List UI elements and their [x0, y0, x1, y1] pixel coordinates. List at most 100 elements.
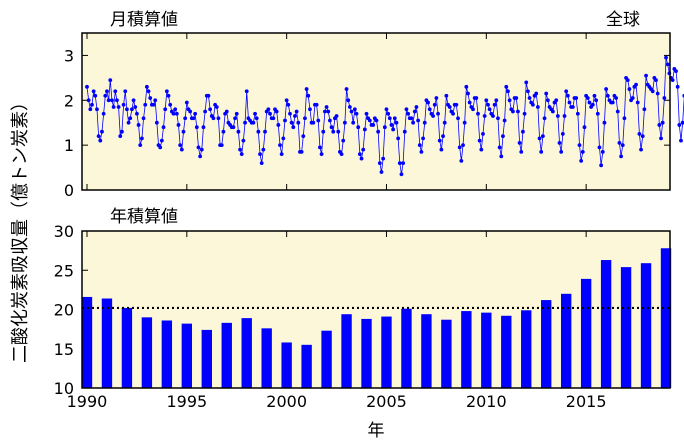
annual-bar-2015: [580, 278, 592, 388]
monthly-point-214: [441, 134, 445, 139]
monthly-point-247: [496, 116, 500, 121]
monthly-point-66: [194, 125, 199, 130]
monthly-point-78: [214, 105, 219, 109]
monthly-point-344: [657, 123, 662, 127]
monthly-point-282: [554, 98, 559, 103]
monthly-point-265: [526, 89, 530, 94]
monthly-point-156: [344, 87, 349, 91]
monthly-point-202: [421, 136, 425, 141]
monthly-point-121: [286, 102, 291, 107]
annual-bar-2007: [421, 314, 432, 388]
monthly-point-206: [427, 107, 432, 112]
monthly-point-89: [233, 116, 237, 121]
annual-bar-2006: [401, 308, 412, 388]
monthly-point-165: [359, 156, 364, 161]
monthly-point-228: [464, 84, 469, 89]
monthly-point-45: [159, 138, 164, 143]
monthly-point-175: [376, 129, 381, 134]
monthly-point-234: [474, 96, 479, 100]
monthly-point-163: [356, 125, 361, 130]
monthly-point-52: [171, 111, 176, 116]
monthly-point-118: [281, 136, 286, 141]
monthly-point-53: [173, 107, 178, 112]
monthly-point-224: [457, 145, 462, 150]
monthly-point-166: [361, 147, 366, 152]
monthly-point-333: [639, 147, 643, 152]
annual-y-tick-label-10: 10: [54, 379, 74, 398]
monthly-point-20: [118, 134, 123, 139]
monthly-point-148: [331, 129, 336, 134]
monthly-point-68: [198, 154, 203, 159]
annual-bar-1993: [141, 317, 153, 388]
monthly-point-123: [289, 120, 294, 125]
monthly-point-37: [146, 89, 151, 94]
monthly-point-42: [154, 120, 159, 125]
monthly-point-26: [128, 116, 133, 121]
shared-y-axis-label: 二酸化炭素吸収量（億トン炭素）: [10, 93, 31, 363]
monthly-point-345: [659, 136, 663, 141]
monthly-point-65: [193, 111, 198, 116]
monthly-point-254: [507, 98, 512, 103]
monthly-point-116: [278, 143, 282, 148]
monthly-point-132: [304, 87, 309, 91]
monthly-point-212: [437, 138, 442, 143]
annual-bar-2011: [501, 315, 512, 388]
monthly-x-ticks: [86, 33, 587, 190]
monthly-point-220: [451, 111, 455, 116]
monthly-point-58: [181, 129, 186, 134]
monthly-point-218: [447, 105, 452, 109]
monthly-point-30: [135, 111, 139, 116]
monthly-point-56: [178, 143, 183, 148]
monthly-point-96: [244, 89, 249, 94]
monthly-point-237: [479, 147, 484, 152]
annual-bar-2008: [441, 319, 452, 388]
monthly-point-35: [143, 102, 148, 107]
monthly-point-11: [103, 93, 108, 98]
monthly-y-tick-label-1: 1: [64, 136, 74, 155]
monthly-point-179: [382, 125, 387, 130]
monthly-point-28: [131, 98, 136, 103]
monthly-point-245: [492, 102, 497, 107]
monthly-point-6: [95, 107, 99, 112]
x-tick-label-1990: 1990: [67, 392, 108, 411]
monthly-point-147: [329, 125, 334, 130]
monthly-point-1: [86, 98, 91, 103]
monthly-point-241: [486, 102, 490, 107]
monthly-point-103: [256, 129, 261, 134]
monthly-point-274: [540, 134, 545, 139]
monthly-point-176: [377, 161, 382, 165]
monthly-point-286: [560, 132, 565, 136]
monthly-point-299: [582, 125, 587, 130]
monthly-point-261: [519, 149, 524, 154]
monthly-point-67: [196, 145, 201, 150]
monthly-point-122: [288, 111, 292, 116]
monthly-point-4: [91, 89, 96, 94]
monthly-point-127: [296, 120, 301, 125]
monthly-point-2: [88, 107, 93, 112]
monthly-point-276: [544, 91, 549, 96]
monthly-point-139: [316, 118, 321, 123]
monthly-point-79: [216, 116, 221, 121]
monthly-point-203: [422, 120, 427, 125]
monthly-point-73: [206, 93, 211, 98]
monthly-point-192: [404, 107, 409, 112]
monthly-panel: 0 1 2 3 月積算値 全球: [64, 10, 684, 200]
monthly-point-236: [477, 138, 482, 143]
shared-x-axis-label: 年: [368, 421, 385, 441]
monthly-point-280: [550, 109, 555, 114]
monthly-point-138: [314, 102, 319, 107]
monthly-point-290: [567, 100, 572, 105]
monthly-point-238: [481, 132, 485, 136]
monthly-point-264: [524, 80, 529, 85]
monthly-point-106: [261, 147, 266, 152]
monthly-point-313: [605, 93, 610, 98]
monthly-point-272: [537, 136, 542, 141]
monthly-point-209: [432, 102, 437, 107]
monthly-point-312: [604, 87, 609, 91]
x-tick-label-2015: 2015: [566, 392, 607, 411]
monthly-point-119: [283, 118, 287, 123]
monthly-point-0: [85, 84, 89, 89]
monthly-point-55: [176, 123, 181, 127]
monthly-plot-frame: [81, 32, 671, 191]
